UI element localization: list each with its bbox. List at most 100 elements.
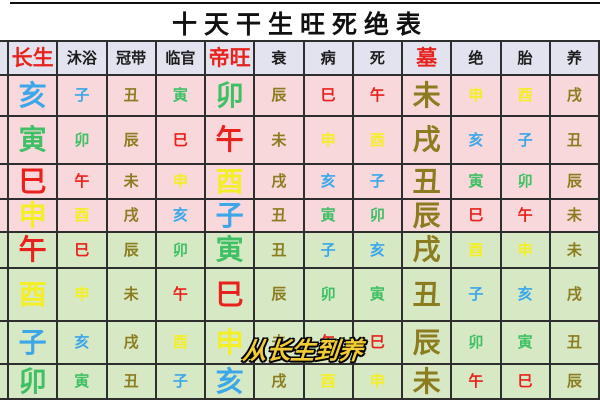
branch-cell: 辰	[107, 117, 157, 165]
branch-cell: 亥	[156, 200, 206, 233]
branch-cell: 丑	[255, 233, 305, 269]
branch-cell: 未	[107, 269, 157, 322]
branch-cell: 酉	[304, 365, 354, 400]
branch-cell: 辰	[255, 269, 305, 322]
header-cell: 养	[550, 40, 600, 76]
branch-cell: 午	[452, 365, 502, 400]
cropped-left-column-sliver	[0, 76, 9, 117]
branch-cell: 子	[501, 117, 551, 165]
branch-cell: 卯	[156, 233, 206, 269]
branch-cell: 子	[353, 165, 403, 200]
table-row: 申酉戌亥子丑寅卯辰巳午未	[0, 200, 600, 233]
cropped-left-column-sliver	[0, 200, 9, 233]
header-cell: 绝	[452, 40, 502, 76]
branch-cell: 巳	[156, 117, 206, 165]
branch-cell: 寅	[501, 322, 551, 365]
branch-cell: 酉	[9, 269, 59, 322]
cropped-left-column-sliver	[0, 322, 9, 365]
branch-cell: 丑	[403, 269, 453, 322]
branch-cell: 亥	[206, 365, 256, 400]
branch-cell: 未	[255, 322, 305, 365]
branch-cell: 戌	[403, 233, 453, 269]
stems-lifecycle-table: 长生 沐浴 冠带 临官 帝旺衰病死墓绝胎养亥子丑寅卯辰巳午未申酉戌寅卯辰巳午未申酉戌亥子…	[0, 40, 600, 400]
branch-cell: 子	[304, 233, 354, 269]
branch-cell: 寅	[206, 233, 256, 269]
branch-cell: 戌	[107, 322, 157, 365]
branch-cell: 卯	[353, 200, 403, 233]
branch-cell: 寅	[353, 269, 403, 322]
branch-cell: 酉	[58, 200, 108, 233]
branch-cell: 丑	[403, 165, 453, 200]
branch-cell: 卯	[58, 117, 108, 165]
branch-cell: 丑	[107, 365, 157, 400]
table-row: 酉申未午巳辰卯寅丑子亥戌	[0, 269, 600, 322]
cropped-left-column-sliver	[0, 40, 9, 76]
branch-cell: 卯	[304, 269, 354, 322]
branch-cell: 亥	[9, 76, 59, 117]
branch-cell: 亥	[501, 269, 551, 322]
branch-cell: 寅	[156, 76, 206, 117]
header-cell: 病	[304, 40, 354, 76]
header-row: 长生 沐浴 冠带 临官 帝旺衰病死墓绝胎养	[0, 40, 600, 76]
branch-cell: 亥	[58, 322, 108, 365]
branch-cell: 申	[452, 76, 502, 117]
branch-cell: 辰	[255, 76, 305, 117]
branch-cell: 亥	[452, 117, 502, 165]
header-cell: 长生	[9, 40, 59, 76]
branch-cell: 辰	[107, 233, 157, 269]
branch-cell: 丑	[550, 117, 600, 165]
table-row: 亥子丑寅卯辰巳午未申酉戌	[0, 76, 600, 117]
branch-cell: 午	[353, 76, 403, 117]
branch-cell: 巳	[206, 269, 256, 322]
branch-cell: 申	[353, 365, 403, 400]
header-cell: 墓	[403, 40, 453, 76]
cropped-left-column-sliver	[0, 165, 9, 200]
table-row: 卯寅丑子亥戌酉申未午巳辰	[0, 365, 600, 400]
branch-cell: 申	[156, 165, 206, 200]
cropped-left-column-sliver	[0, 365, 9, 400]
branch-cell: 戌	[255, 165, 305, 200]
table-row: 午巳辰卯寅丑子亥戌酉申未	[0, 233, 600, 269]
header-cell: 沐浴	[58, 40, 108, 76]
branch-cell: 亥	[353, 233, 403, 269]
branch-cell: 戌	[107, 200, 157, 233]
branch-cell: 卯	[9, 365, 59, 400]
top-border-line	[10, 2, 600, 4]
cropped-left-column-sliver	[0, 269, 9, 322]
watermark-text: 从长生到养	[241, 337, 365, 365]
branch-cell: 丑	[107, 76, 157, 117]
branch-cell: 酉	[501, 76, 551, 117]
branch-cell: 戌	[550, 269, 600, 322]
branch-cell: 卯	[206, 76, 256, 117]
table-row: 巳午未申酉戌亥子丑寅卯辰	[0, 165, 600, 200]
branch-cell: 辰	[550, 165, 600, 200]
branch-cell: 亥	[304, 165, 354, 200]
cropped-left-column-sliver	[0, 233, 9, 269]
branch-cell: 酉	[353, 117, 403, 165]
branch-cell: 申	[501, 233, 551, 269]
branch-cell: 酉	[156, 322, 206, 365]
branch-cell: 丑	[255, 200, 305, 233]
table-row: 寅卯辰巳午未申酉戌亥子丑	[0, 117, 600, 165]
branch-cell: 子	[452, 269, 502, 322]
branch-cell: 酉	[206, 165, 256, 200]
branch-cell: 未	[107, 165, 157, 200]
branch-cell: 未	[550, 233, 600, 269]
branch-cell: 午	[501, 200, 551, 233]
branch-cell: 寅	[9, 117, 59, 165]
header-cell: 死	[353, 40, 403, 76]
header-cell: 冠带	[107, 40, 157, 76]
branch-cell: 寅	[304, 200, 354, 233]
branch-cell: 巳	[304, 76, 354, 117]
branch-cell: 申	[9, 200, 59, 233]
branch-cell: 午	[304, 322, 354, 365]
branch-cell: 午	[58, 165, 108, 200]
branch-cell: 子	[206, 200, 256, 233]
branch-cell: 戌	[550, 76, 600, 117]
branch-cell: 午	[9, 233, 59, 269]
branch-cell: 子	[156, 365, 206, 400]
branch-cell: 巳	[452, 200, 502, 233]
table-row: 子亥戌酉申未午巳辰卯寅丑	[0, 322, 600, 365]
cropped-left-column-sliver	[0, 117, 9, 165]
